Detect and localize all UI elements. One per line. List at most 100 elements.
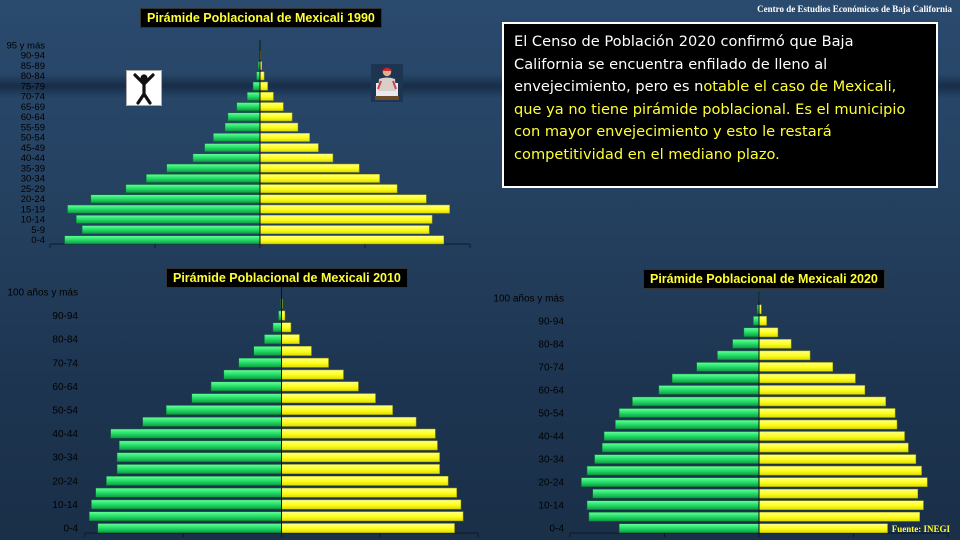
- y-tick-label: 90-94: [21, 51, 45, 62]
- bar-right-65-69: [758, 373, 856, 384]
- y-tick-label: 40-44: [52, 429, 78, 440]
- bar-left-75-79: [252, 81, 261, 91]
- bar-right-10-14: [758, 500, 924, 510]
- pyramid-chart-2010: 0-4 10-14 20-24 30-34 40-44 50-54 60-64 70-74 80…: [7, 286, 479, 537]
- bar-left-55-59: [632, 396, 760, 407]
- bar-right-25-29: [281, 464, 440, 474]
- bar-left-40-44: [603, 431, 760, 441]
- source-label: Fuente: INEGI: [891, 524, 950, 534]
- bar-right-55-59: [281, 393, 376, 404]
- callout-box: El Censo de Población 2020 confirmó que …: [502, 22, 938, 188]
- bar-right-25-29: [259, 184, 398, 193]
- bar-right-30-34: [758, 454, 917, 464]
- bar-left-30-34: [146, 174, 261, 183]
- bar-left-60-64: [658, 385, 760, 395]
- y-tick-label: 20-24: [538, 478, 564, 489]
- y-tick-label: 5-9: [31, 225, 45, 236]
- bar-left-65-69: [223, 369, 282, 380]
- bar-right-80-84: [281, 334, 300, 344]
- bar-left-20-24: [106, 476, 282, 486]
- y-tick-label: 45-49: [21, 143, 45, 154]
- bar-left-0-4: [64, 235, 261, 245]
- bar-left-50-54: [618, 408, 760, 418]
- bar-right-35-39: [758, 442, 909, 453]
- bar-left-25-29: [116, 464, 282, 474]
- bar-left-65-69: [671, 373, 760, 384]
- chart-title-2020: Pirámide Poblacional de Mexicali 2020: [643, 269, 885, 289]
- bar-left-15-19: [67, 204, 261, 214]
- bar-left-15-19: [95, 487, 282, 498]
- y-tick-label: 40-44: [21, 153, 45, 164]
- bar-left-85-89: [272, 322, 282, 333]
- bar-right-70-74: [758, 362, 833, 372]
- bar-right-15-19: [259, 204, 450, 214]
- bar-left-0-4: [97, 523, 282, 533]
- bar-left-5-9: [588, 511, 760, 522]
- bar-left-45-49: [142, 416, 282, 427]
- bar-left-30-34: [594, 454, 760, 464]
- bar-right-40-44: [259, 153, 334, 163]
- y-tick-label: 30-34: [538, 455, 564, 466]
- bar-left-75-79: [253, 346, 282, 356]
- bar-right-65-69: [281, 369, 344, 380]
- bar-left-25-29: [586, 465, 760, 476]
- y-tick-label: 70-74: [538, 362, 564, 373]
- bar-right-10-14: [259, 215, 433, 224]
- y-tick-label: 0-4: [550, 524, 565, 535]
- bar-right-40-44: [758, 431, 905, 441]
- y-tick-label: 80-84: [52, 335, 78, 346]
- bar-left-60-64: [210, 381, 282, 392]
- bar-left-75-79: [717, 350, 760, 361]
- y-tick-label: 15-19: [21, 204, 45, 215]
- pyramid-chart-1990: 0-45-910-1415-1920-2425-2930-3435-3940-4…: [6, 40, 471, 248]
- y-tick-label: 25-29: [21, 184, 45, 195]
- y-tick-label: 10-14: [52, 500, 78, 511]
- bar-right-35-39: [259, 163, 360, 173]
- y-tick-label: 90-94: [538, 316, 564, 327]
- bar-left-45-49: [204, 143, 261, 152]
- y-tick-label: 80-84: [21, 71, 45, 82]
- bar-right-25-29: [758, 465, 922, 476]
- y-tick-label: 75-79: [21, 81, 45, 92]
- y-tick-label: 50-54: [52, 406, 78, 417]
- chart-title-2010: Pirámide Poblacional de Mexicali 2010: [166, 268, 408, 288]
- elderly-person-icon: [371, 64, 403, 102]
- bar-left-85-89: [743, 327, 760, 338]
- bar-left-5-9: [81, 225, 261, 234]
- bar-left-55-59: [224, 122, 261, 132]
- bar-left-5-9: [89, 511, 282, 522]
- y-tick-label: 60-64: [52, 382, 78, 393]
- bar-right-75-79: [281, 346, 312, 356]
- man-arms-raised-icon: [126, 70, 162, 106]
- bar-right-85-89: [758, 327, 779, 338]
- bar-right-85-89: [281, 322, 292, 333]
- bar-right-20-24: [281, 476, 449, 486]
- bar-right-60-64: [259, 112, 293, 122]
- bar-right-75-79: [758, 350, 811, 361]
- bar-left-20-24: [90, 194, 261, 204]
- bar-left-70-74: [246, 92, 261, 101]
- bar-right-70-74: [281, 357, 329, 368]
- y-tick-label: 65-69: [21, 102, 45, 113]
- bar-right-5-9: [758, 511, 920, 522]
- y-tick-label: 55-59: [21, 122, 45, 133]
- bar-right-50-54: [758, 408, 896, 418]
- bar-left-60-64: [227, 112, 261, 122]
- bar-right-50-54: [281, 405, 393, 415]
- y-tick-label: 100 años y más: [493, 293, 564, 304]
- bar-right-30-34: [281, 452, 440, 463]
- bar-left-90-94: [753, 316, 760, 326]
- bar-right-5-9: [259, 225, 430, 234]
- bar-left-35-39: [601, 442, 760, 453]
- bar-left-25-29: [125, 184, 261, 193]
- pyramid-chart-2020: 0-4 10-14 20-24 30-34 40-44 50-54 60-64 70-74 80…: [493, 292, 949, 537]
- bar-right-55-59: [259, 122, 299, 132]
- bar-right-65-69: [259, 102, 284, 111]
- bar-right-90-94: [758, 316, 767, 326]
- bar-right-30-34: [259, 174, 380, 183]
- bar-right-0-4: [281, 523, 455, 533]
- y-tick-label: 50-54: [21, 133, 45, 144]
- callout-text-main: El Censo de Población 2020 confirmó que …: [514, 33, 854, 95]
- bar-right-20-24: [758, 477, 928, 487]
- bar-right-80-84: [259, 71, 265, 81]
